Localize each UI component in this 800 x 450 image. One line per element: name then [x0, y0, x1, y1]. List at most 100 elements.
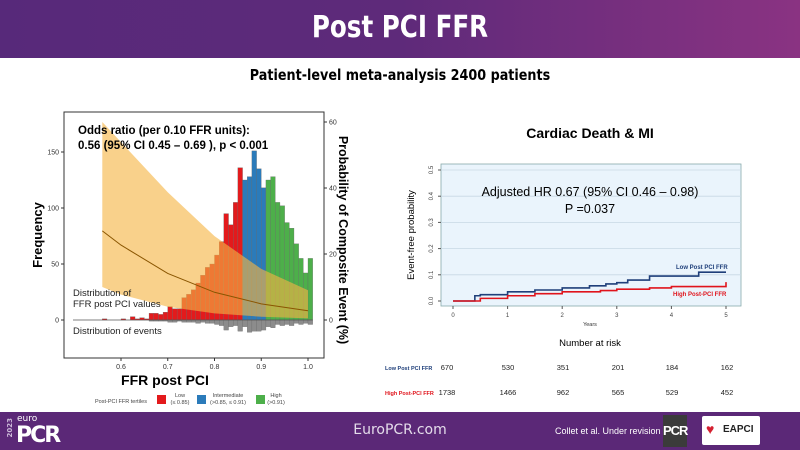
risk-value: 670: [441, 363, 454, 372]
risk-row-label: Low Post PCI FFR: [385, 366, 432, 372]
risk-value: 351: [557, 363, 570, 372]
risk-table-title: Number at risk: [559, 338, 621, 349]
histogram-bar: [130, 316, 136, 321]
km-line-low: [453, 271, 726, 302]
y-right-tick-label: 60: [329, 120, 337, 127]
x-tick-label: 0.8: [210, 364, 220, 371]
odds-ratio-line1: Odds ratio (per 0.10 FFR units):: [78, 125, 250, 137]
histogram-bar: [307, 258, 313, 321]
event-bar: [223, 319, 229, 331]
y-tick-label: 0.1: [429, 270, 435, 279]
slide-title: Post PCI FFR: [311, 10, 489, 45]
histogram-bar: [167, 306, 173, 321]
y-tick-label: 100: [47, 206, 59, 213]
event-bar: [247, 319, 253, 333]
legend-swatch-low: [157, 395, 166, 404]
risk-value: 1466: [500, 388, 517, 397]
x-tick-label: 0.7: [163, 364, 173, 371]
x-tick-label: 0.9: [256, 364, 266, 371]
legend-high-label: High: [270, 393, 281, 399]
footer-bar: 2023 euro PCR EuroPCR.com Collet et al. …: [0, 412, 800, 450]
logo-euro: euro: [17, 414, 38, 424]
events-label: Distribution of events: [73, 326, 162, 337]
x-tick-label: 0: [451, 313, 455, 319]
y-right-axis-label: Probability of Composite Event (%): [336, 136, 350, 344]
risk-value: 162: [721, 363, 734, 372]
y-tick-label: 0: [55, 318, 59, 325]
slide-subtitle: Patient-level meta-analysis 2400 patient…: [249, 66, 551, 84]
y-axis-label: Frequency: [30, 201, 45, 268]
title-bar: [0, 0, 800, 58]
legend-title: Post-PCI FFR tertiles: [95, 399, 147, 405]
x-tick-label: 1.0: [303, 364, 313, 371]
event-bar: [214, 319, 220, 325]
event-bar: [275, 319, 281, 325]
values-label-line2: FFR post PCI values: [73, 299, 161, 310]
event-bar: [289, 319, 295, 326]
legend-intermediate-label: Intermediate: [213, 393, 244, 399]
legend: Post-PCI FFR tertiles Low (≤ 0.85) Inter…: [95, 393, 285, 406]
x-tick-label: 2: [561, 313, 565, 319]
risk-value: 962: [557, 388, 570, 397]
x-tick-label: 1: [506, 313, 510, 319]
y-tick-label: 0.0: [429, 296, 435, 305]
risk-value: 184: [666, 363, 679, 372]
event-bar: [209, 319, 215, 324]
histogram-bar: [176, 308, 182, 321]
event-bar: [242, 319, 248, 327]
europcr-logo: PCR: [16, 423, 61, 448]
legend-intermediate-range: (>0.85, ≤ 0.91): [210, 400, 246, 406]
legend-swatch-intermediate: [197, 395, 206, 404]
km-annotation-hr: Adjusted HR 0.67 (95% CI 0.46 – 0.98): [482, 185, 699, 199]
event-bar: [303, 319, 309, 324]
event-bar: [265, 319, 271, 327]
x-tick-label: 4: [670, 313, 674, 319]
eapci-text: EAPCI: [723, 424, 754, 435]
histogram-bar: [153, 313, 159, 321]
event-bar: [233, 319, 239, 326]
y-tick-label: 0.4: [429, 191, 435, 200]
y-tick-label: 150: [47, 150, 59, 157]
eapci-logo: ♥ EAPCI: [702, 416, 760, 445]
risk-value: 1738: [439, 388, 456, 397]
ffr-histogram-chart: 0 50 100 150 0 20 40 60 0.6 0.7 0.8 0.9 1.0 Odds rat…: [30, 111, 350, 406]
event-bar: [219, 319, 225, 326]
risk-value: 530: [502, 363, 515, 372]
y-right-tick-label: 40: [329, 186, 337, 193]
km-y-axis-label: Event-free probability: [406, 190, 417, 280]
risk-value: 529: [666, 388, 679, 397]
km-high-label: High Post-PCI FFR: [673, 292, 727, 298]
legend-swatch-high: [256, 395, 265, 404]
km-low-label: Low Post PCI FFR: [676, 265, 728, 271]
km-line-high: [453, 282, 727, 302]
histogram-bar: [148, 313, 154, 321]
citation: Collet et al. Under revision: [555, 426, 661, 436]
y-tick-label: 50: [51, 262, 59, 269]
y-tick-label: 0.3: [429, 218, 435, 227]
event-bar: [307, 319, 313, 325]
x-axis-label: FFR post PCI: [121, 372, 209, 388]
event-bar: [204, 319, 210, 324]
probability-curve: [101, 230, 309, 312]
km-annotation-p: P =0.037: [565, 202, 615, 216]
pcr-badge: PCR: [663, 415, 688, 447]
histogram-bar: [172, 308, 178, 321]
y-tick-label: 0.2: [429, 244, 435, 253]
legend-low-range: (≤ 0.85): [171, 400, 190, 406]
km-plot-area: [440, 163, 742, 307]
event-bar: [251, 319, 257, 332]
site-link[interactable]: EuroPCR.com: [353, 422, 447, 438]
odds-ratio-line2: 0.56 (95% CI 0.45 – 0.69 ), p < 0.001: [78, 140, 269, 152]
risk-value: 565: [612, 388, 625, 397]
plot-frame: [63, 111, 325, 359]
x-tick-label: 0.6: [116, 364, 126, 371]
event-bar: [261, 319, 267, 331]
event-bar: [195, 319, 201, 324]
confidence-band: [102, 122, 308, 319]
y-tick-label: 0.5: [429, 165, 435, 174]
histogram-bar: [158, 314, 164, 321]
km-chart: Cardiac Death & MI 0.0 0.1 0.2 0.3 0.4 0.5 0 1 2…: [385, 125, 742, 397]
x-tick-label: 5: [724, 313, 728, 319]
risk-row-label: High Post-PCI FFR: [385, 391, 434, 397]
y-right-tick-label: 0: [329, 318, 333, 325]
